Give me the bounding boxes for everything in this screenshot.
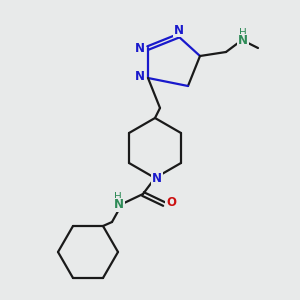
Text: N: N (114, 199, 124, 212)
Text: N: N (135, 70, 145, 83)
Text: N: N (135, 41, 145, 55)
Text: O: O (166, 196, 176, 209)
Text: H: H (239, 28, 247, 38)
Text: H: H (114, 192, 122, 202)
Text: N: N (174, 23, 184, 37)
Text: N: N (152, 172, 162, 185)
Text: N: N (238, 34, 248, 47)
